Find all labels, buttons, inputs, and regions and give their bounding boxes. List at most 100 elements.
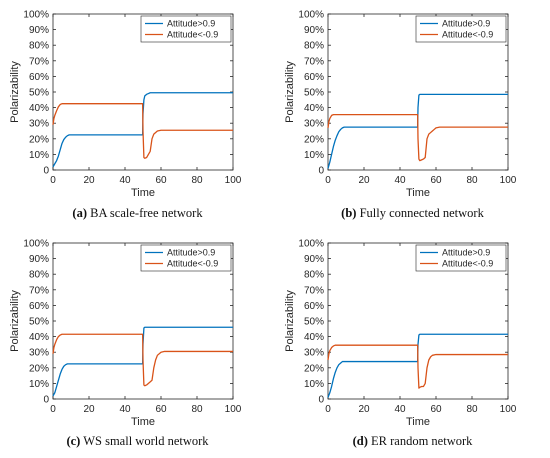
legend-box [140,244,232,272]
y-tick-label: 80% [304,41,324,52]
y-tick-label: 90% [304,254,324,265]
y-tick-label: 10% [304,150,324,161]
legend-label: Attitude<-0.9 [442,30,493,40]
series-line-1 [327,93,508,169]
series-line-2 [52,103,233,159]
y-tick-label: 40% [304,103,324,114]
chart-b: 0 10% 20% 30% 40% 50% 60% 70% 80% 90% 100% 0 20 40 60 8… [284,10,517,200]
y-tick-label: 10% [29,150,49,161]
y-tick-label: 40% [304,332,324,343]
x-tick-label: 20 [358,404,370,415]
caption-text: BA scale-free network [90,206,203,220]
x-tick-label: 60 [155,175,167,186]
y-tick-label: 20% [29,134,49,145]
y-tick-label: 70% [29,56,49,67]
y-axis-title: Polarizability [284,61,296,123]
y-tick-label: 50% [29,88,49,99]
y-tick-label: 100% [23,10,49,21]
y-tick-label: 20% [304,363,324,374]
y-axis-title: Polarizability [284,290,296,352]
legend-label: Attitude>0.9 [442,248,490,258]
y-tick-label: 20% [304,134,324,145]
caption-letter: (c) [66,434,81,448]
x-tick-label: 60 [430,404,442,415]
y-tick-label: 80% [29,270,49,281]
y-tick-label: 30% [29,348,49,359]
x-tick-label: 80 [466,404,478,415]
y-tick-label: 30% [304,119,324,130]
panel-d: 0 10% 20% 30% 40% 50% 60% 70% 80% 90% 100% 0 20 40 60 8… [275,229,550,458]
x-axis-title: Time [406,187,430,199]
caption-a: (a) BA scale-free network [0,206,275,221]
x-tick-label: 80 [191,404,203,415]
x-tick-label: 100 [225,404,242,415]
x-tick-label: 100 [500,404,517,415]
legend-box [415,15,507,43]
legend-label: Attitude>0.9 [442,19,490,29]
y-tick-label: 50% [304,317,324,328]
panel-b: 0 10% 20% 30% 40% 50% 60% 70% 80% 90% 100% 0 20 40 60 8… [275,0,550,229]
caption-b: (b) Fully connected network [275,206,550,221]
y-tick-label: 60% [29,72,49,83]
y-tick-label: 40% [29,103,49,114]
series-line-1 [52,92,233,168]
caption-text: Fully connected network [359,206,484,220]
x-tick-label: 60 [155,404,167,415]
x-tick-label: 20 [83,175,95,186]
caption-d: (d) ER random network [275,434,550,449]
x-tick-label: 40 [119,175,131,186]
x-tick-label: 80 [466,175,478,186]
caption-c: (c) WS small world network [0,434,275,449]
panel-c: 0 10% 20% 30% 40% 50% 60% 70% 80% 90% 100% 0 20 40 60 8… [0,229,275,458]
y-tick-label: 90% [29,25,49,36]
x-tick-label: 100 [500,175,517,186]
legend-box [140,15,232,43]
y-axis-title: Polarizability [9,290,21,352]
y-tick-label: 50% [304,88,324,99]
y-tick-label: 100% [23,239,49,250]
caption-letter: (b) [341,206,357,220]
x-tick-label: 60 [430,175,442,186]
legend-label: Attitude<-0.9 [167,30,218,40]
x-tick-label: 80 [191,175,203,186]
y-axis-title: Polarizability [9,61,21,123]
series-line-1 [327,333,508,398]
y-tick-label: 20% [29,363,49,374]
y-tick-label: 30% [304,348,324,359]
y-tick-label: 60% [29,301,49,312]
y-tick-label: 0 [318,395,324,406]
y-tick-label: 70% [304,285,324,296]
y-tick-label: 70% [304,56,324,67]
y-tick-label: 60% [304,301,324,312]
x-axis-title: Time [406,416,430,428]
x-tick-label: 0 [50,175,56,186]
y-tick-label: 100% [298,10,324,21]
x-tick-label: 40 [394,404,406,415]
y-tick-label: 90% [29,254,49,265]
y-tick-label: 0 [43,166,49,177]
y-tick-label: 100% [298,239,324,250]
y-tick-label: 0 [318,166,324,177]
legend-label: Attitude<-0.9 [442,259,493,269]
y-tick-label: 90% [304,25,324,36]
y-tick-label: 50% [29,317,49,328]
x-tick-label: 0 [325,404,331,415]
x-tick-label: 40 [119,404,131,415]
chart-d: 0 10% 20% 30% 40% 50% 60% 70% 80% 90% 100% 0 20 40 60 8… [284,239,517,429]
series-line-2 [327,113,508,162]
caption-text: WS small world network [83,434,209,448]
legend-label: Attitude>0.9 [167,19,215,29]
chart-c: 0 10% 20% 30% 40% 50% 60% 70% 80% 90% 100% 0 20 40 60 8… [9,239,242,429]
caption-letter: (a) [72,206,87,220]
caption-text: ER random network [371,434,473,448]
y-tick-label: 10% [304,379,324,390]
y-tick-label: 80% [304,270,324,281]
x-tick-label: 40 [394,175,406,186]
x-tick-label: 100 [225,175,242,186]
x-tick-label: 20 [83,404,95,415]
y-tick-label: 0 [43,395,49,406]
y-tick-label: 80% [29,41,49,52]
